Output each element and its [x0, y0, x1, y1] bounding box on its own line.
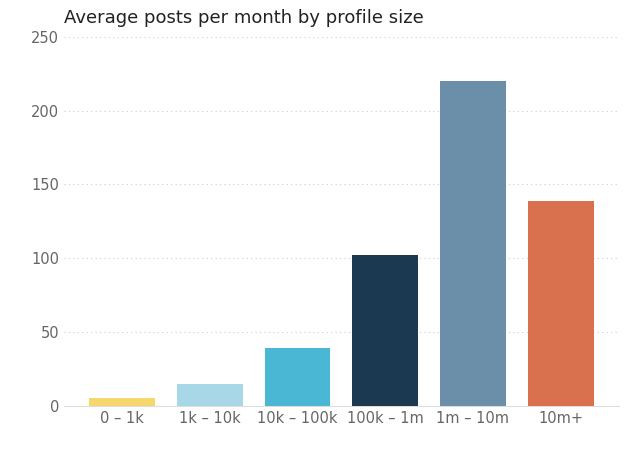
Bar — [528, 201, 593, 406]
Text: Average posts per month by profile size: Average posts per month by profile size — [64, 9, 424, 27]
Bar — [352, 255, 418, 406]
Bar — [89, 398, 155, 406]
Bar — [265, 348, 330, 406]
Bar — [440, 81, 506, 406]
Bar — [177, 384, 242, 406]
